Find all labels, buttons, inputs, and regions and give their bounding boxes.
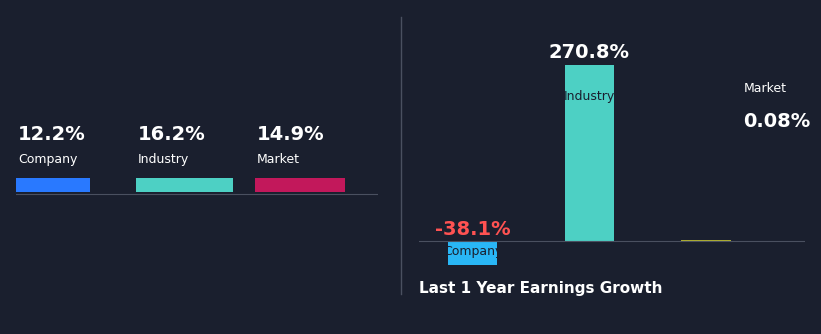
Text: Market: Market xyxy=(744,82,787,95)
Bar xyxy=(255,178,345,192)
Text: 12.2%: 12.2% xyxy=(18,125,86,144)
Text: -38.1%: -38.1% xyxy=(435,219,511,238)
Bar xyxy=(16,178,89,192)
Text: 16.2%: 16.2% xyxy=(137,125,205,144)
Text: Company: Company xyxy=(443,245,502,258)
Text: Industry: Industry xyxy=(137,153,189,166)
Text: Company: Company xyxy=(18,153,78,166)
Bar xyxy=(565,65,614,240)
Text: 270.8%: 270.8% xyxy=(548,43,630,62)
Bar xyxy=(448,240,498,265)
Text: Industry: Industry xyxy=(563,90,615,103)
Text: Last 1 Year Earnings Growth: Last 1 Year Earnings Growth xyxy=(419,281,663,296)
Text: 14.9%: 14.9% xyxy=(257,125,324,144)
Text: 0.08%: 0.08% xyxy=(744,113,811,131)
Bar xyxy=(135,178,233,192)
Text: Market: Market xyxy=(257,153,300,166)
